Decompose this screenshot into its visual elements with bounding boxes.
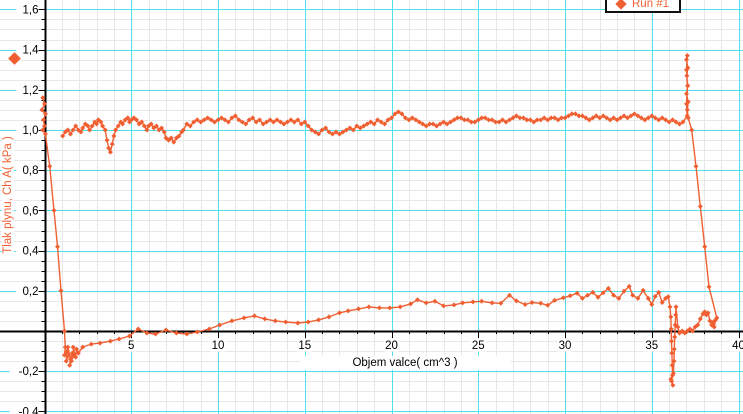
x-axis-title[interactable]: Objem valce( cm^3 ) bbox=[300, 356, 510, 370]
tick-label: 30 bbox=[559, 340, 572, 352]
diamond-icon bbox=[615, 0, 627, 10]
tick-label: 20 bbox=[385, 340, 398, 352]
tick-label: 0,4 bbox=[23, 246, 40, 258]
tick-label: 15 bbox=[298, 340, 311, 352]
tick-label: -0,4 bbox=[19, 406, 39, 414]
tick-label: 35 bbox=[645, 340, 658, 352]
tick-label: 5 bbox=[128, 340, 134, 352]
data-series-run1[interactable] bbox=[39, 53, 720, 388]
legend-entry-label: Run #1 bbox=[632, 0, 670, 10]
tick-label: 0,8 bbox=[23, 165, 39, 177]
y-axis-title-label: Tlak plynu, Ch A( kPa ) bbox=[2, 134, 15, 256]
tick-labels: 1,6 1,4 1,2 1,0 0,8 0,6 0,4 0,2 -0,2 -0,4 5 10 15 20 2… bbox=[9, 2, 743, 414]
tick-label: 40 bbox=[732, 340, 743, 352]
y-axis-title[interactable]: Tlak plynu, Ch A( kPa ) bbox=[0, 80, 17, 310]
tick-label: 1,0 bbox=[23, 125, 39, 137]
tick-label: 25 bbox=[472, 340, 485, 352]
tick-label: -0,2 bbox=[19, 366, 39, 378]
tick-label: 10 bbox=[212, 340, 225, 352]
tick-label: 1,6 bbox=[23, 4, 39, 16]
tick-label: 1,2 bbox=[23, 85, 39, 97]
series-markers[interactable] bbox=[39, 53, 720, 388]
legend[interactable]: Run #1 bbox=[605, 0, 681, 13]
tick-label: 1,4 bbox=[23, 45, 40, 57]
tick-label: 0,6 bbox=[23, 205, 39, 217]
tick-label: 0,2 bbox=[23, 286, 39, 298]
